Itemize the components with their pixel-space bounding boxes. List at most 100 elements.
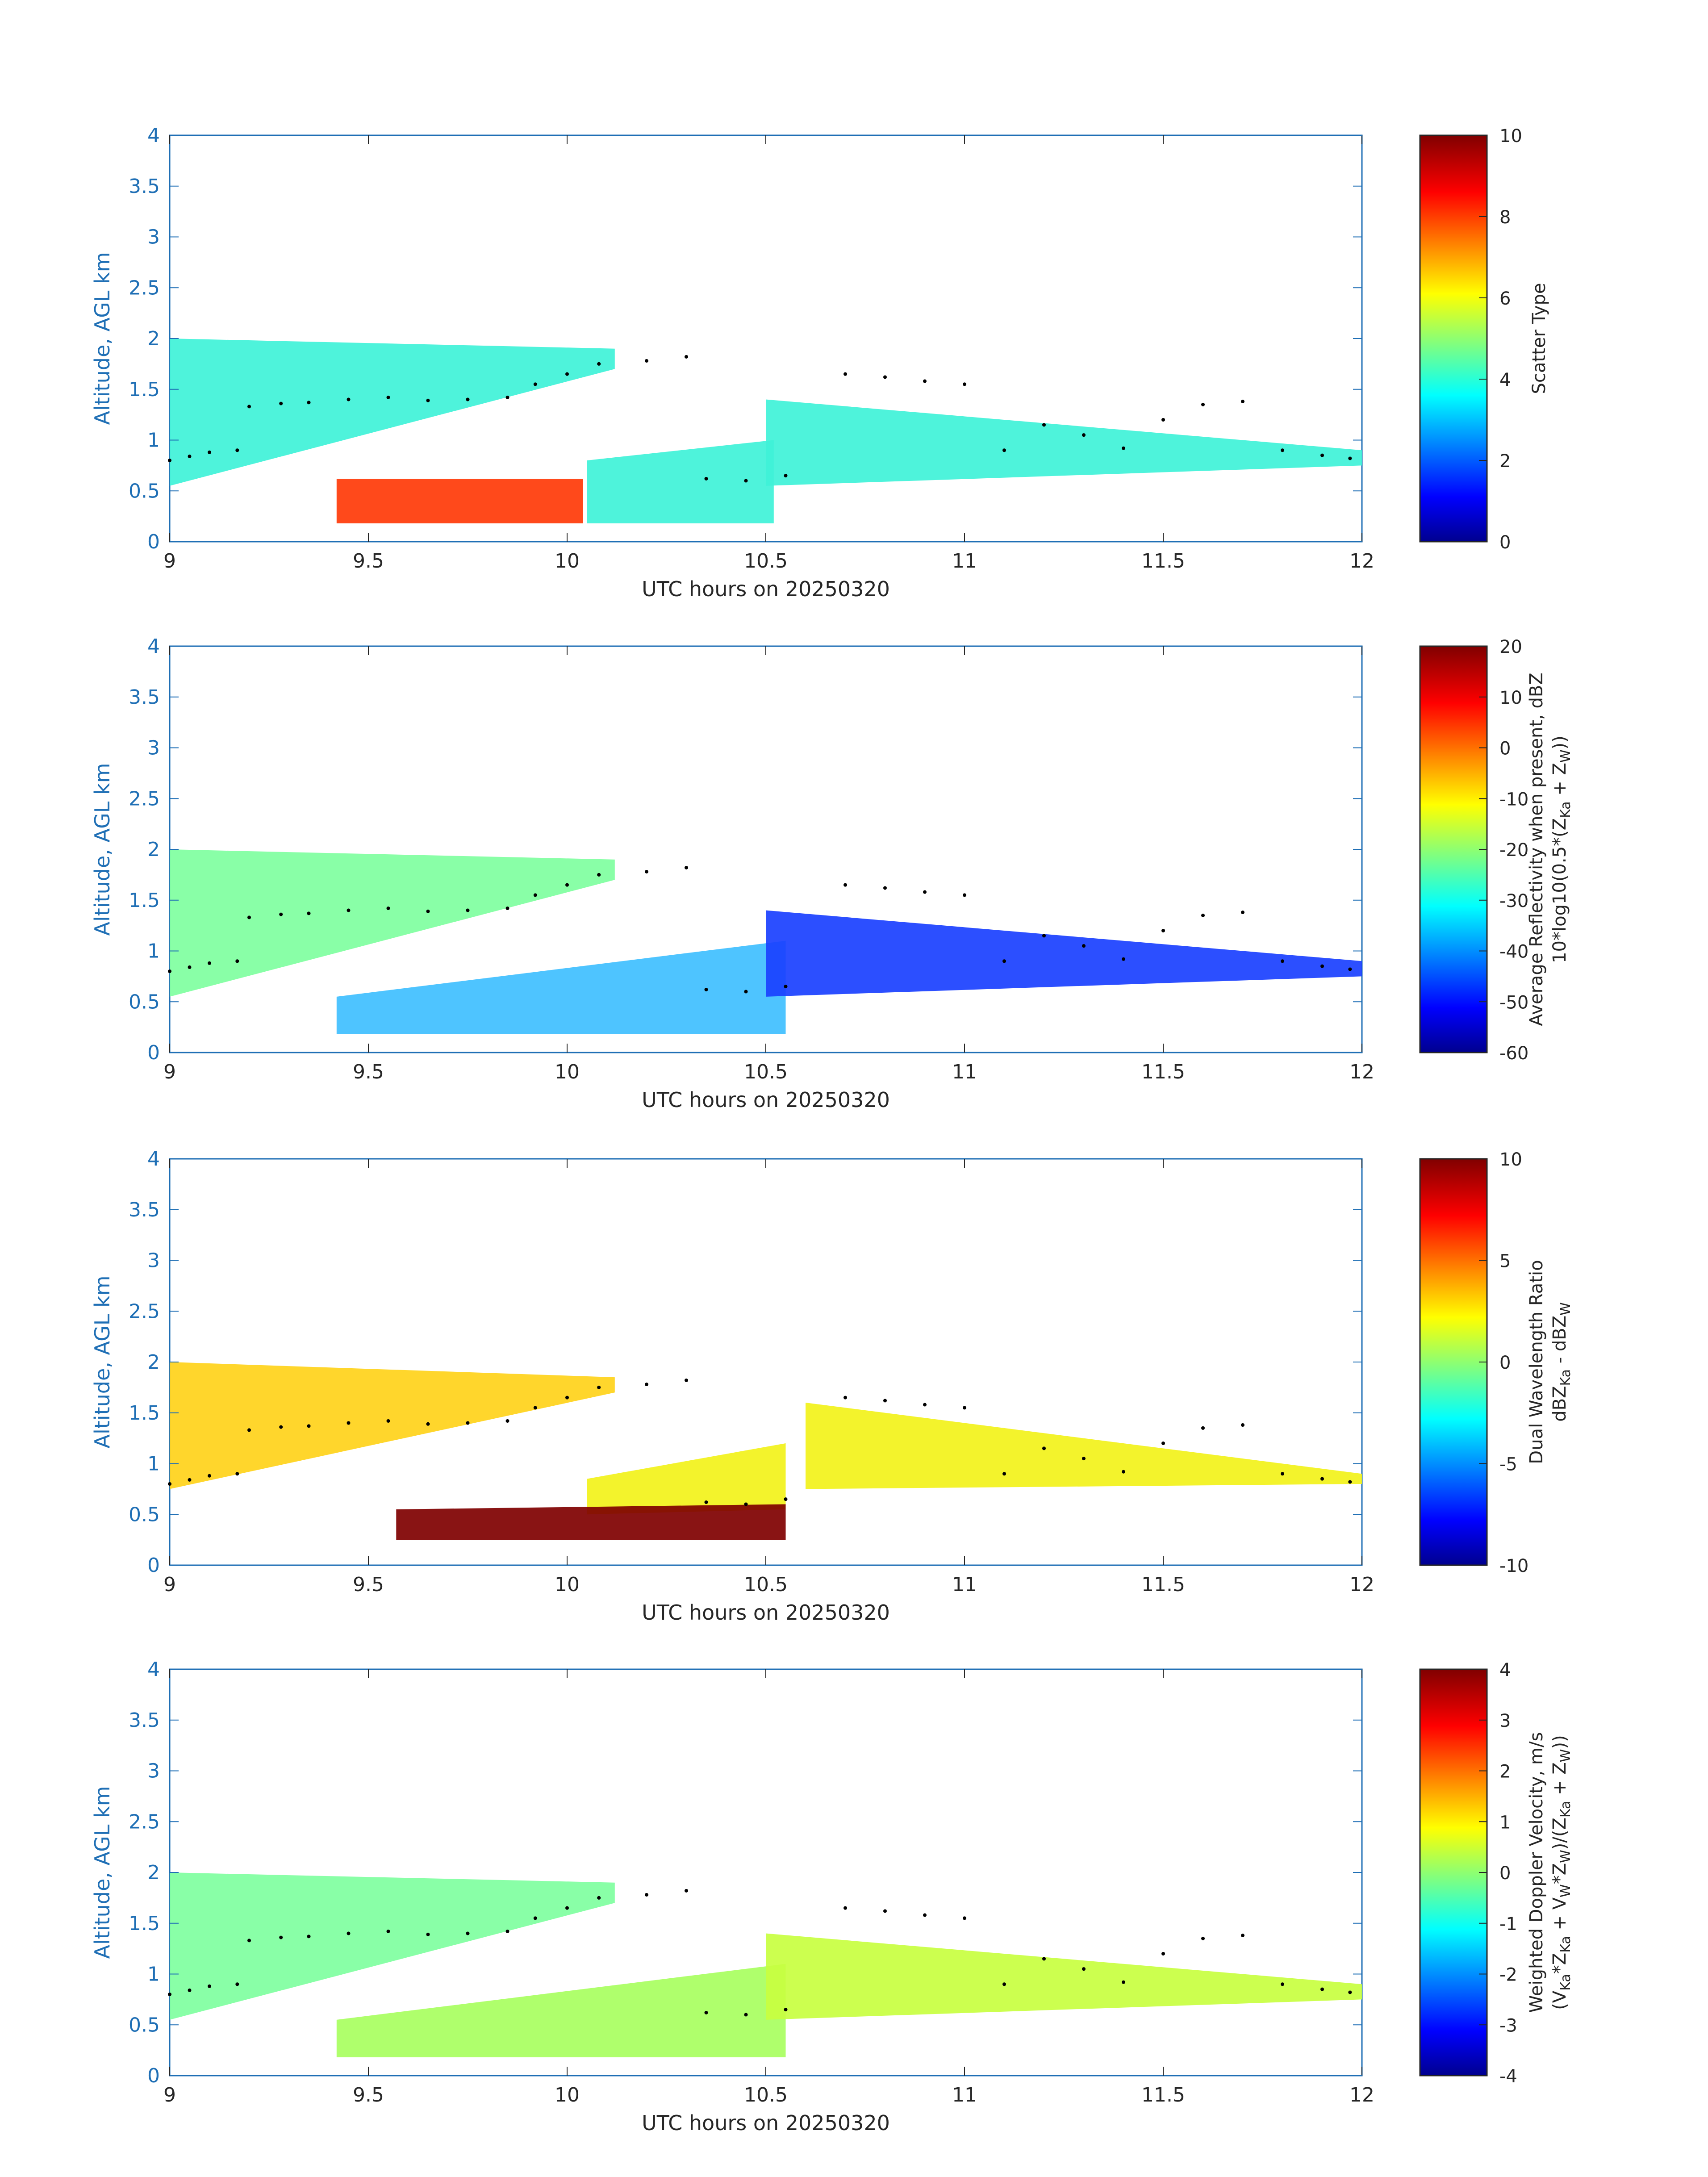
y-tick-label: 4: [147, 635, 160, 658]
data-point: [533, 1406, 537, 1410]
data-point: [923, 890, 927, 894]
data-point: [235, 448, 239, 452]
y-tick-label: 2.5: [129, 1300, 160, 1323]
y-tick-label: 1: [147, 940, 160, 963]
data-point: [1348, 456, 1352, 460]
x-tick-label: 12: [1349, 550, 1374, 572]
data-region: [170, 338, 615, 486]
colorbar-label-line: Scatter Type: [1529, 283, 1549, 394]
data-point: [883, 886, 887, 890]
colorbar-label-part: Ka: [1558, 1936, 1574, 1953]
data-point: [1082, 433, 1086, 437]
data-point: [168, 1993, 171, 1996]
data-point: [386, 906, 390, 910]
data-point: [426, 1422, 430, 1426]
data-point: [1281, 1982, 1284, 1986]
y-axis-label: Altitude, AGL km: [90, 252, 114, 425]
data-point: [597, 1385, 601, 1389]
y-tick-label: 1: [147, 1963, 160, 1986]
data-point: [565, 1906, 569, 1910]
colorbar-tick-label: 4: [1499, 1660, 1511, 1680]
colorbar-label-part: *Z: [1549, 1953, 1570, 1974]
y-tick-label: 2: [147, 1861, 160, 1884]
data-point: [386, 1929, 390, 1933]
data-region: [336, 940, 786, 1035]
data-point: [307, 911, 311, 915]
y-tick-label: 2: [147, 327, 160, 350]
colorbar-label-part: (V: [1549, 1990, 1570, 2010]
x-tick-label: 12: [1349, 1061, 1374, 1083]
colorbar: -10 -5 0 5 10 Dual Wavelength Ratio dBZKa - dB…: [1419, 1149, 1574, 1576]
colorbar-label-part: W: [1558, 1850, 1574, 1863]
colorbar-tick-label: -40: [1499, 942, 1528, 962]
data-point: [844, 1396, 847, 1400]
data-point: [883, 1399, 887, 1403]
colorbar-tick-label: -4: [1499, 2066, 1517, 2087]
data-point: [1348, 1990, 1352, 1994]
data-point: [235, 1982, 239, 1986]
x-axis-label: UTC hours on 20250320: [642, 2111, 890, 2135]
data-point: [235, 959, 239, 963]
colorbar-label-part: Ka: [1558, 801, 1574, 818]
data-point: [645, 1383, 648, 1387]
y-tick-label: 1.5: [129, 1402, 160, 1425]
data-point: [188, 965, 192, 969]
data-point: [247, 1428, 251, 1432]
data-point: [279, 1935, 283, 1939]
data-point: [1042, 1446, 1046, 1450]
data-point: [1320, 1987, 1324, 1991]
data-point: [168, 459, 171, 462]
data-point: [963, 382, 966, 386]
data-point: [466, 397, 470, 401]
data-point: [347, 1931, 351, 1935]
data-point: [466, 1421, 470, 1425]
data-point: [1082, 1967, 1086, 1971]
colorbar-tick-label: 0: [1499, 1353, 1511, 1373]
data-point: [247, 405, 251, 409]
x-tick-label: 11.5: [1141, 550, 1185, 572]
y-tick-label: 3.5: [129, 1199, 160, 1221]
data-point: [208, 450, 211, 454]
colorbar-label-line: dBZKa - dBZW: [1549, 1302, 1574, 1422]
colorbar-label-part: Ka: [1558, 1369, 1574, 1386]
y-tick-label: 2.5: [129, 787, 160, 810]
colorbar-tick-label: -30: [1499, 891, 1528, 911]
data-point: [923, 1403, 927, 1407]
y-tick-label: 0.5: [129, 2014, 160, 2036]
data-point: [307, 1424, 311, 1428]
y-tick-label: 0: [147, 531, 160, 553]
data-region: [336, 1964, 786, 2058]
x-axis-label: UTC hours on 20250320: [642, 1600, 890, 1625]
data-point: [168, 969, 171, 973]
data-point: [1281, 1472, 1284, 1476]
colorbar-label-line: (VKa*ZKa + VW*ZW)/(ZKa + ZW)): [1549, 1735, 1574, 2010]
y-tick-label: 3: [147, 1760, 160, 1783]
data-point: [1348, 1480, 1352, 1484]
data-point: [744, 1502, 748, 1506]
y-tick-label: 2: [147, 838, 160, 861]
colorbar-tick-label: 5: [1499, 1251, 1511, 1272]
colorbar-label-part: )): [1549, 735, 1570, 749]
data-point: [188, 1988, 192, 1992]
data-point: [704, 476, 708, 481]
y-tick-label: 1.5: [129, 889, 160, 912]
data-point: [1241, 1423, 1244, 1427]
colorbar-label-part: )/(Z: [1549, 1818, 1570, 1850]
x-tick-label: 11.5: [1141, 1061, 1185, 1083]
data-point: [784, 2008, 788, 2012]
data-point: [307, 401, 311, 405]
colorbar-label-line: Dual Wavelength Ratio: [1526, 1260, 1547, 1464]
x-tick-label: 12: [1349, 2084, 1374, 2106]
x-tick-label: 10: [555, 1573, 580, 1596]
data-point: [645, 1893, 648, 1897]
colorbar-label: Average Reflectivity when present, dBZ 10…: [1526, 673, 1574, 1026]
data-point: [247, 915, 251, 919]
x-tick-label: 10: [555, 550, 580, 572]
data-region: [170, 849, 615, 997]
colorbar-label-part: *Z: [1549, 1863, 1570, 1884]
data-point: [963, 1406, 966, 1410]
y-tick-label: 3.5: [129, 175, 160, 198]
colorbar-tick-label: 2: [1499, 1762, 1511, 1782]
